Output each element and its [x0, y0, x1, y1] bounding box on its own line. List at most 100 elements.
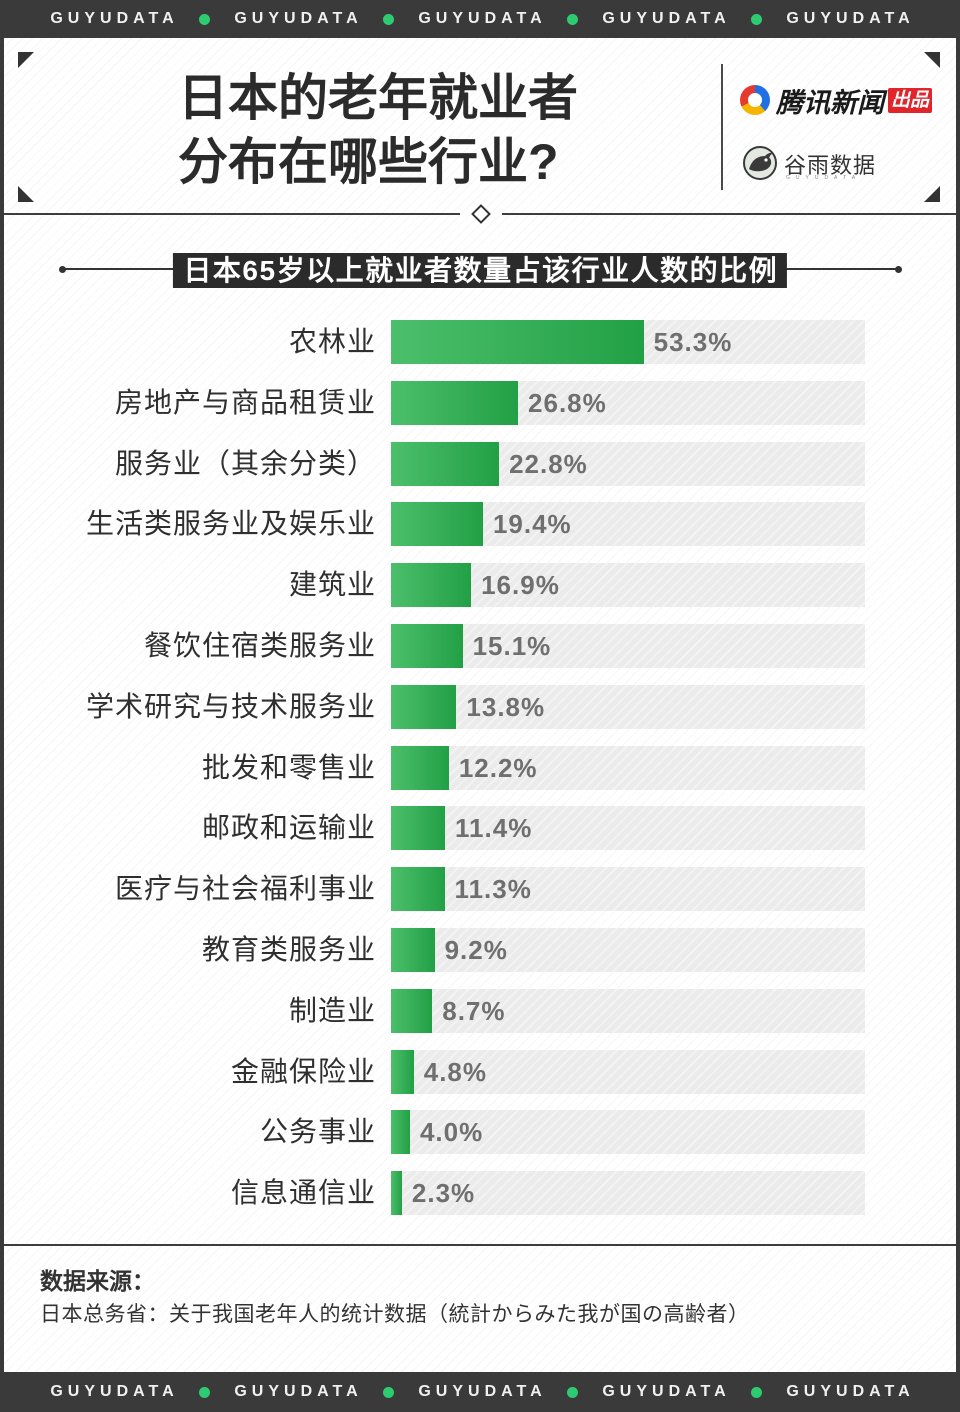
top-banner: GUYUDATA GUYUDATA GUYUDATA GUYUDATA GUYU…	[0, 0, 960, 38]
rule-end-dot	[58, 265, 66, 273]
category-label: 教育类服务业	[201, 934, 376, 965]
dot-icon	[750, 13, 762, 25]
tencent-news-name: 腾讯新闻	[776, 87, 884, 118]
source-rule	[4, 1244, 956, 1246]
category-label: 学术研究与技术服务业	[85, 690, 376, 722]
header-rule-left	[4, 213, 460, 215]
value-label: 19.4%	[492, 509, 572, 540]
dot-icon	[566, 13, 578, 25]
bar-row: 生活类服务业及娱乐业 19.4%	[0, 502, 960, 547]
value-label: 2.3%	[411, 1178, 476, 1209]
bar-track	[391, 1110, 865, 1155]
bar-row: 餐饮住宿类服务业 15.1%	[0, 624, 960, 668]
page-title-line: 分布在哪些行业?	[178, 134, 559, 190]
banner-text: GUYUDATA	[234, 1383, 363, 1400]
value-label: 16.9%	[481, 570, 560, 601]
category-label: 公务事业	[259, 1116, 376, 1148]
dot-icon	[382, 1386, 394, 1398]
bar-track	[391, 988, 865, 1033]
bar-row: 金融保险业 4.8%	[0, 1049, 960, 1094]
category-label: 信息通信业	[230, 1177, 376, 1209]
bar	[391, 624, 463, 668]
tencent-news-logo-icon	[740, 85, 770, 115]
value-label: 11.3%	[454, 874, 532, 905]
bar-row: 邮政和运输业 11.4%	[0, 806, 960, 851]
bar-row: 服务业（其余分类） 22.8%	[0, 441, 960, 486]
bar-row: 农林业 53.3%	[0, 320, 960, 364]
banner-text: GUYUDATA	[234, 10, 363, 27]
category-label: 医疗与社会福利事业	[114, 873, 376, 905]
category-label: 房地产与商品租赁业	[114, 386, 376, 418]
bar	[391, 502, 483, 547]
bar-row: 医疗与社会福利事业 11.3%	[0, 867, 960, 912]
bar	[391, 1110, 410, 1155]
category-label: 制造业	[288, 994, 376, 1026]
banner-text: GUYUDATA	[602, 1383, 731, 1400]
bar-track	[391, 624, 865, 668]
category-label: 金融保险业	[230, 1055, 376, 1087]
value-label: 53.3%	[653, 327, 733, 357]
value-label: 9.2%	[444, 935, 508, 965]
category-label: 服务业（其余分类）	[114, 447, 376, 479]
bar	[391, 1171, 402, 1216]
bar-track	[391, 1171, 865, 1216]
bar-row: 公务事业 4.0%	[0, 1110, 960, 1155]
banner-text: GUYUDATA	[786, 1383, 915, 1400]
corner-triangle-icon	[18, 186, 34, 202]
category-label: 生活类服务业及娱乐业	[85, 508, 376, 540]
bar-row: 制造业 8.7%	[0, 988, 960, 1033]
value-label: 22.8%	[509, 448, 588, 479]
dot-icon	[750, 1386, 762, 1398]
bar-row: 房地产与商品租赁业 26.8%	[0, 380, 960, 425]
page-title-line: 日本的老年就业者	[178, 70, 578, 126]
bar-track	[391, 928, 865, 972]
source-text: 日本总务省：关于我国老年人的统计数据（統計からみた我が国の高齢者）	[40, 1303, 750, 1326]
page-title: 日本的老年就业者 分布在哪些行业?	[178, 66, 578, 194]
bar	[391, 441, 500, 486]
category-label: 批发和零售业	[201, 751, 376, 783]
corner-triangle-icon	[18, 52, 34, 68]
banner-text: GUYUDATA	[786, 10, 915, 27]
banner-text: GUYUDATA	[418, 10, 547, 27]
value-label: 12.2%	[458, 752, 538, 783]
bar-track	[391, 806, 865, 851]
tencent-news-brand: 腾讯新闻 出品	[740, 84, 933, 118]
bar-track	[391, 1049, 865, 1094]
bar-track	[391, 867, 865, 912]
bar-row: 信息通信业 2.3%	[0, 1171, 960, 1216]
bar	[391, 806, 446, 851]
header-divider	[721, 64, 723, 190]
bar	[391, 563, 472, 608]
value-label: 8.7%	[442, 995, 506, 1026]
banner-text: GUYUDATA	[50, 10, 179, 27]
corner-triangle-icon	[924, 186, 940, 202]
bottom-banner: GUYUDATA GUYUDATA GUYUDATA GUYUDATA GUYU…	[0, 1372, 960, 1412]
banner-text: GUYUDATA	[602, 10, 731, 27]
banner-text: GUYUDATA	[50, 1383, 179, 1400]
corner-triangle-icon	[924, 52, 940, 68]
source-label: 数据来源：	[40, 1268, 155, 1294]
value-label: 11.4%	[455, 813, 533, 844]
bar-row: 学术研究与技术服务业 13.8%	[0, 684, 960, 729]
dot-icon	[198, 1386, 210, 1398]
bar-row: 教育类服务业 9.2%	[0, 928, 960, 972]
dot-icon	[566, 1386, 578, 1398]
bar	[391, 320, 644, 364]
value-label: 26.8%	[528, 387, 607, 418]
header-rule-right	[502, 213, 956, 215]
guyu-bird-logo-icon	[743, 146, 777, 180]
bar	[391, 928, 435, 972]
category-label: 餐饮住宿类服务业	[143, 630, 376, 661]
bar	[391, 1049, 414, 1094]
dot-icon	[198, 13, 210, 25]
bar-row: 建筑业 16.9%	[0, 563, 960, 608]
value-label: 13.8%	[466, 691, 546, 722]
bar	[391, 684, 457, 729]
guyu-brand-name: 谷雨数据	[784, 154, 877, 179]
chart-title: 日本65岁以上就业者数量占该行业人数的比例	[172, 253, 788, 288]
value-label: 15.1%	[472, 631, 552, 661]
category-label: 邮政和运输业	[201, 812, 376, 844]
rule-end-dot	[894, 265, 902, 273]
banner-text: GUYUDATA	[418, 1383, 547, 1400]
bar	[391, 745, 449, 790]
